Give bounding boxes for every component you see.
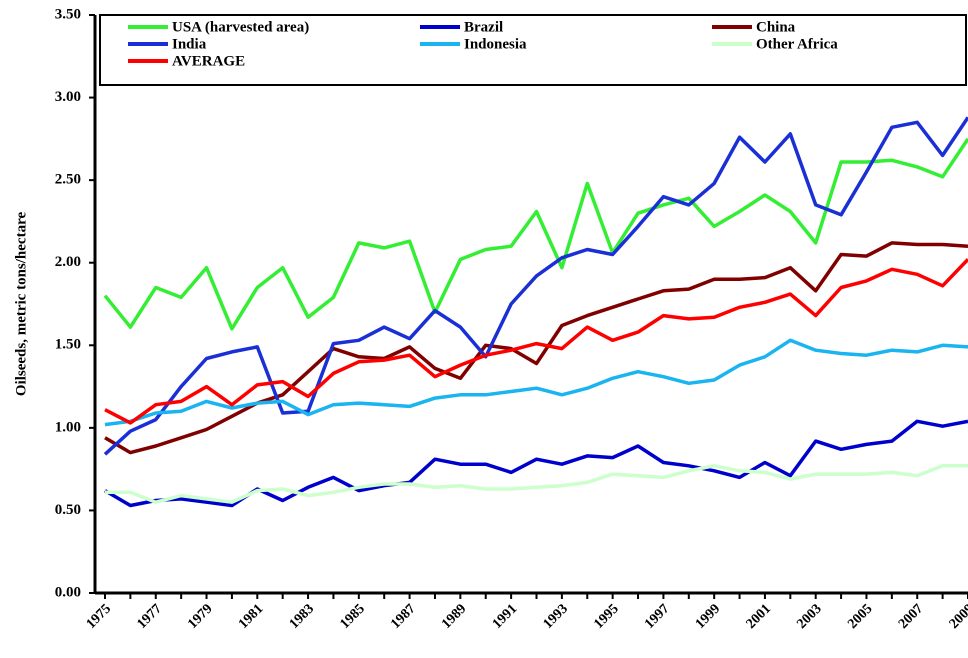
x-tick-label: 2007	[896, 601, 926, 631]
legend-label: Indonesia	[464, 36, 527, 52]
series-line	[104, 419, 968, 508]
y-axis-label: Oilseeds, metric tons/hectare	[13, 212, 29, 397]
x-tick-label: 2001	[744, 601, 774, 631]
series-line	[104, 258, 968, 425]
x-tick-label: 1991	[490, 601, 520, 631]
x-tick-label: 1993	[541, 601, 571, 631]
x-tick-label: 2005	[845, 601, 875, 631]
y-tick-label: 3.00	[55, 89, 81, 105]
legend-box	[99, 14, 967, 86]
y-tick-label: 2.50	[55, 172, 81, 188]
y-tick-label: 2.00	[55, 254, 81, 270]
legend-label: USA (harvested area)	[172, 19, 309, 35]
x-tick-label: 1983	[287, 601, 317, 631]
x-tick-label: 1981	[236, 601, 266, 631]
legend-label: Brazil	[464, 19, 503, 35]
series-line	[104, 338, 968, 427]
x-tick-label: 1975	[84, 601, 114, 631]
x-tick-label: 2009	[947, 601, 968, 631]
legend-label: India	[172, 36, 207, 52]
x-tick-label: 1995	[591, 601, 621, 631]
y-tick-label: 0.50	[55, 502, 81, 518]
legend-label: AVERAGE	[172, 53, 245, 69]
y-tick-label: 1.00	[55, 419, 81, 435]
y-tick-label: 0.00	[55, 584, 81, 600]
x-tick-label: 1985	[338, 601, 368, 631]
x-tick-label: 1989	[439, 601, 469, 631]
y-tick-label: 1.50	[55, 337, 81, 353]
legend-label: China	[756, 19, 796, 35]
series-line	[103, 137, 968, 331]
x-tick-label: 1977	[134, 601, 164, 631]
x-tick-label: 1999	[693, 601, 723, 631]
x-tick-label: 1997	[642, 601, 672, 631]
x-tick-label: 1979	[185, 601, 215, 631]
x-tick-label: 2003	[794, 601, 824, 631]
legend-label: Other Africa	[756, 36, 838, 52]
series-line	[105, 464, 968, 504]
series-line	[103, 116, 968, 456]
x-tick-label: 1987	[388, 601, 418, 631]
y-tick-label: 3.50	[55, 6, 81, 22]
series-line	[104, 241, 968, 455]
